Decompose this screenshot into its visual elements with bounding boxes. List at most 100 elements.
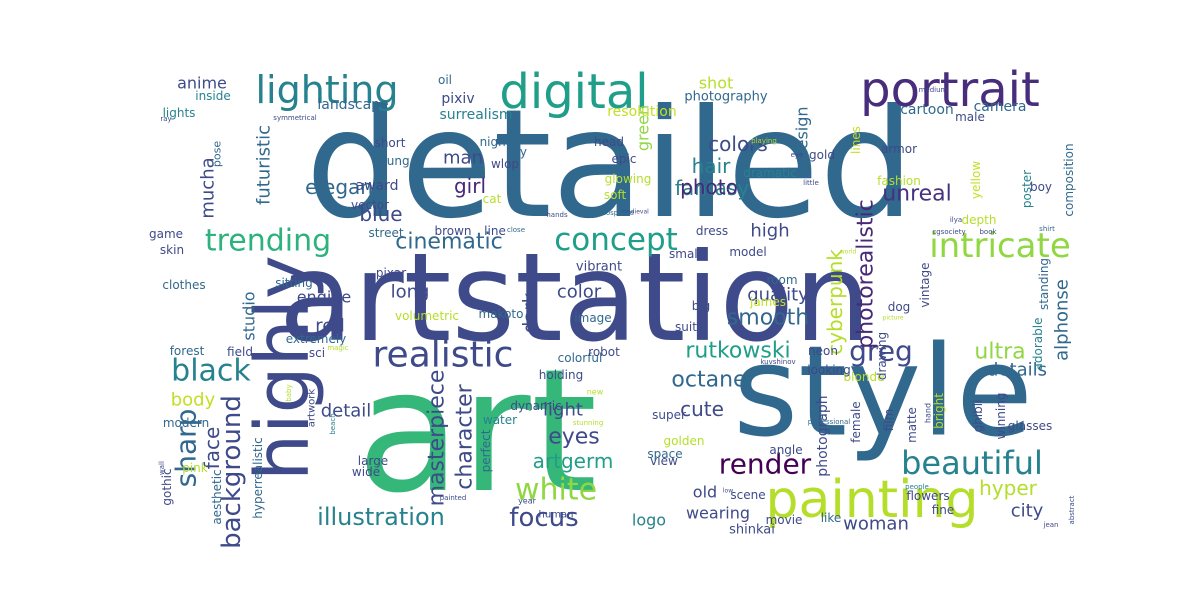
cloud-word: detail	[321, 401, 372, 422]
cloud-word: futuristic	[254, 125, 275, 205]
cloud-word: atmosphere	[592, 209, 634, 217]
cloud-word: focus	[509, 503, 578, 533]
cloud-word: adorable	[1031, 318, 1045, 371]
cloud-word: elegant	[305, 175, 381, 199]
cloud-word: picture	[883, 315, 904, 322]
cloud-word: white	[515, 473, 597, 508]
cloud-word: green	[634, 105, 653, 151]
cloud-word: rutkowski	[685, 339, 790, 364]
cloud-word: camera	[974, 99, 1027, 115]
cloud-word: cartoon	[900, 102, 954, 118]
cloud-word: line	[484, 224, 506, 238]
cloud-word: lights	[163, 106, 196, 120]
cloud-word: extremely	[286, 332, 347, 346]
cloud-word: studio	[240, 291, 259, 340]
cloud-word: wall	[158, 461, 166, 475]
cloud-word: hand	[924, 403, 933, 423]
cloud-word: face	[200, 427, 224, 470]
cloud-word: movie	[766, 513, 803, 527]
cloud-word: boy	[1030, 180, 1052, 194]
cloud-word: world	[840, 249, 857, 256]
cloud-word: digital	[499, 64, 648, 120]
cloud-word: model	[729, 245, 766, 259]
cloud-word: blonde	[844, 370, 885, 384]
cloud-word: light	[543, 400, 583, 421]
cloud-word: details	[987, 360, 1047, 381]
cloud-word: intricate	[929, 226, 1071, 266]
cloud-word: pixiv	[441, 91, 474, 107]
cloud-word: art	[357, 333, 598, 531]
cloud-word: quality	[747, 285, 809, 306]
cloud-word: greg	[849, 335, 913, 368]
cloud-word: detailed	[305, 78, 914, 252]
cloud-word: shot	[699, 74, 734, 93]
cloud-word: surrealism	[439, 107, 512, 123]
cloud-word: book	[979, 228, 997, 236]
cloud-word: cat	[483, 192, 502, 206]
cloud-word: sci	[309, 346, 325, 360]
cloud-word: concept	[554, 222, 678, 258]
cloud-word: mucha	[198, 157, 219, 218]
cloud-word: flowers	[906, 489, 949, 503]
cloud-word: render	[719, 448, 812, 481]
cloud-word: black	[171, 354, 251, 389]
cloud-word: smooth	[727, 306, 809, 331]
cloud-word: stunning	[573, 419, 604, 427]
cloud-word: symmetrical	[273, 114, 316, 122]
cloud-word: masterpiece	[425, 370, 450, 507]
cloud-word: anime	[177, 74, 227, 93]
cloud-word: dynamic	[510, 399, 561, 413]
cloud-word: shinkai	[729, 523, 775, 538]
cloud-word: color	[557, 282, 602, 303]
cloud-word: pink	[182, 461, 208, 475]
cloud-word: skin	[160, 243, 184, 257]
cloud-word: people	[905, 483, 929, 491]
cloud-word: portrait	[860, 62, 1040, 118]
cloud-word: female	[849, 401, 863, 442]
cloud-word: view	[650, 454, 678, 468]
cloud-word: cgsociety	[932, 228, 965, 236]
cloud-word: low	[723, 488, 733, 495]
cloud-word: artwork	[307, 389, 318, 428]
cloud-word: design	[793, 106, 812, 159]
cloud-word: yellow	[969, 161, 983, 199]
cloud-word: james	[749, 295, 786, 309]
cloud-word: poster	[1020, 170, 1034, 208]
cloud-word: photography	[684, 90, 768, 105]
cloud-word: oil	[438, 73, 452, 87]
cloud-word: long	[391, 282, 430, 303]
cloud-word: large	[358, 454, 388, 468]
cloud-word: young	[372, 154, 409, 168]
cloud-word: logo	[632, 511, 666, 530]
cloud-word: beautiful	[901, 444, 1043, 482]
cloud-word: fantasy	[675, 176, 749, 200]
cloud-word: medium	[919, 86, 948, 94]
cloud-word: vintage	[918, 262, 932, 307]
cloud-word: room	[766, 273, 797, 287]
cloud-word: cute	[680, 397, 724, 421]
cloud-word: dress	[696, 224, 728, 238]
cloud-word: professional	[808, 418, 850, 426]
cloud-word: illustration	[317, 503, 445, 531]
cloud-word: winning	[994, 393, 1008, 440]
cloud-word: highly	[240, 255, 326, 481]
cloud-word: beach	[329, 413, 337, 434]
cloud-word: depth	[962, 213, 997, 227]
cloud-word: bright	[932, 393, 946, 429]
cloud-word: holding	[539, 368, 583, 382]
cloud-word: wearing	[686, 504, 750, 523]
cloud-word: resolution	[607, 104, 677, 120]
cloud-word: neon	[808, 344, 838, 358]
cloud-word: drawing	[875, 332, 889, 380]
cloud-word: field	[227, 345, 253, 359]
cloud-word: photo	[680, 175, 738, 199]
cloud-word: hyperrealistic	[251, 437, 265, 518]
cloud-word: wlop	[491, 157, 519, 171]
cloud-word: film	[882, 409, 896, 432]
cloud-word: dramatic	[743, 166, 797, 180]
cloud-word: fine	[932, 503, 955, 517]
cloud-word: matte	[905, 407, 919, 443]
cloud-word: little	[803, 179, 819, 187]
cloud-word: fashion	[877, 174, 921, 188]
cloud-word: human	[539, 510, 574, 521]
